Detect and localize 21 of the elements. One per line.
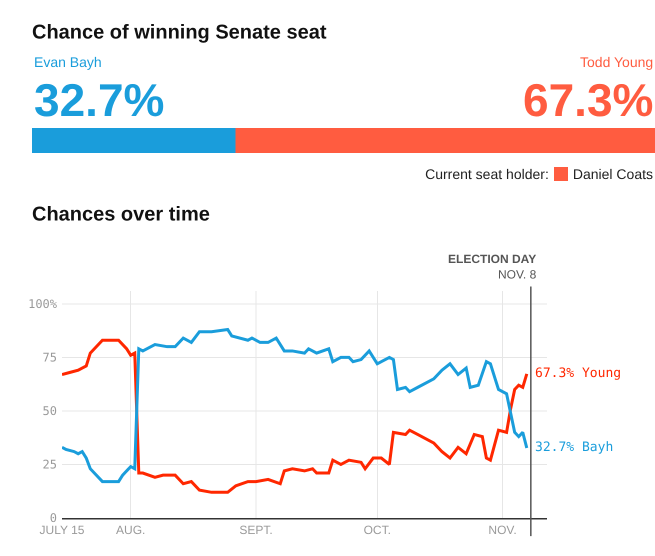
text: Daniel Coats [572, 166, 653, 182]
chart-title: Chance of winning Senate seat [32, 22, 327, 44]
x-tick-label: AUG. [116, 522, 146, 537]
y-tick-label: 50 [42, 404, 57, 418]
y-tick-label: 75 [42, 350, 57, 365]
y-tick-label: 0 [50, 511, 57, 526]
x-tick-label: OCT. [364, 522, 391, 537]
ref-line-label: ELECTION DAY NOV. 8 [448, 252, 537, 282]
x-tick-label: NOV. [488, 522, 517, 537]
annotation: 67.3% Young [535, 366, 622, 381]
y-tick-label: 25 [42, 458, 57, 472]
text: Evan Bayh [34, 54, 102, 70]
annotation: 32.7% Bayh [535, 440, 614, 455]
y-tick-label: 100% [28, 297, 58, 312]
x-tick-label: JULY 15 [40, 522, 85, 537]
chart-title: Chances over time [32, 203, 210, 226]
data-label: 67.3% [523, 74, 654, 126]
data-label: 32.7% [34, 74, 164, 126]
x-tick-label: SEPT. [239, 522, 273, 537]
text: Current seat holder: [425, 166, 549, 182]
text: Todd Young [580, 54, 654, 70]
